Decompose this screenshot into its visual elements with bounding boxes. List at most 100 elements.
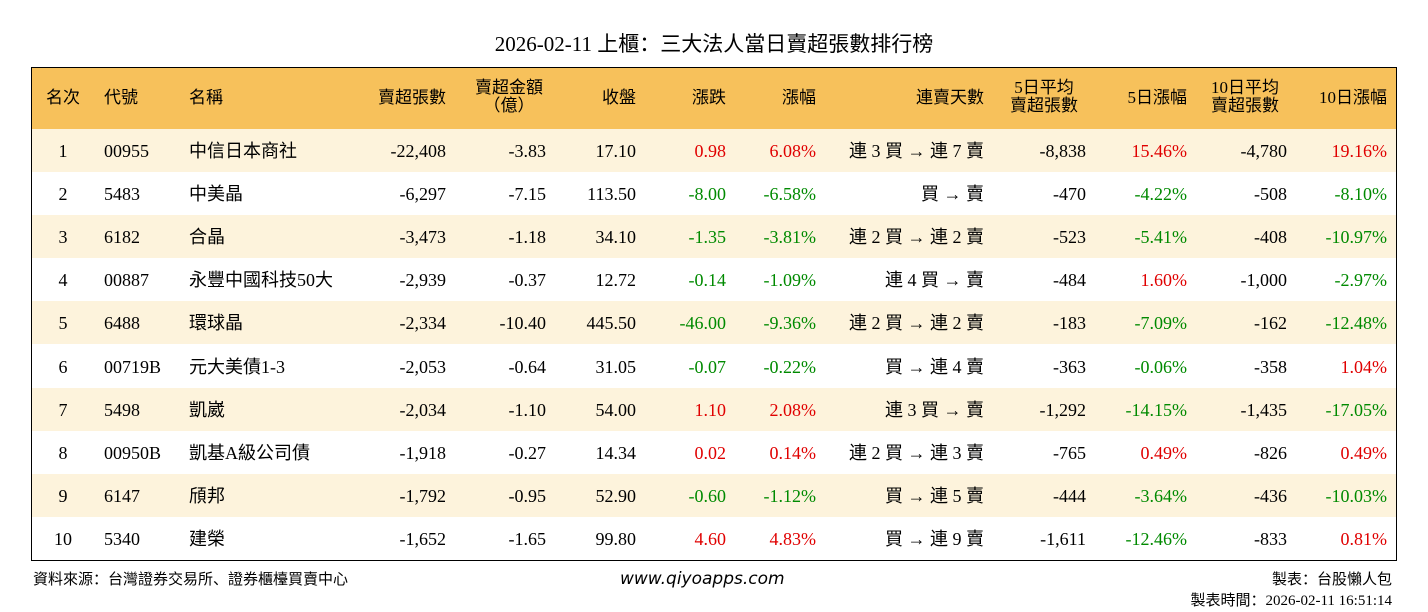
- cell: -0.37: [508, 270, 547, 291]
- cell: 連 3 買 → 連 7 賣: [849, 141, 984, 161]
- cell: -508: [1254, 184, 1287, 205]
- cell: 建榮: [189, 528, 225, 549]
- header-cell: 賣超張數: [378, 88, 446, 107]
- cell: -1,918: [399, 442, 447, 463]
- row-bg: [32, 516, 1396, 560]
- cell: -183: [1053, 313, 1086, 334]
- cell: -0.27: [508, 442, 547, 463]
- cell: -8,838: [1039, 141, 1087, 161]
- cell: 19.16%: [1331, 141, 1388, 161]
- cell: -826: [1254, 442, 1287, 463]
- header-cell: （億）: [483, 96, 535, 115]
- cell: 5: [58, 313, 68, 334]
- cell: 4.60: [694, 528, 727, 549]
- cell: -8.00: [688, 184, 727, 205]
- table: 名次 代號 名稱 賣超張數 賣超金額 （億） 收盤 漲跌 漲幅 連賣天數 5日平均 賣超張數 5日漲幅 1…: [31, 67, 1397, 561]
- cell: -1,292: [1039, 399, 1087, 420]
- row-bg: [32, 258, 1396, 302]
- cell: -12.46%: [1125, 528, 1188, 549]
- source: 資料來源：台灣證券交易所、證券櫃檯買賣中心: [33, 572, 349, 588]
- cell: -470: [1053, 184, 1086, 205]
- cell: 52.90: [595, 485, 637, 506]
- cell: 買 → 連 5 賣: [885, 485, 984, 506]
- cell: 5340: [104, 528, 140, 549]
- cell: -2,053: [399, 356, 447, 377]
- cell: 00955: [104, 141, 149, 161]
- cell: -1.35: [688, 227, 727, 248]
- cell: 連 2 買 → 連 3 賣: [849, 442, 984, 463]
- cell: -358: [1254, 356, 1287, 377]
- cell: -1.09%: [763, 270, 817, 291]
- cell: -1.10: [508, 399, 547, 420]
- row-bg: [32, 301, 1396, 345]
- cell: -0.14: [688, 270, 727, 291]
- cell: -6.58%: [763, 184, 817, 205]
- cell: -22,408: [390, 141, 447, 161]
- cell: 8: [58, 442, 68, 463]
- cell: -2.97%: [1334, 270, 1388, 291]
- cell: 4: [58, 270, 68, 291]
- cell: -833: [1254, 528, 1287, 549]
- cell: -162: [1254, 313, 1287, 334]
- cell: 頎邦: [189, 485, 225, 506]
- cell: 113.50: [587, 184, 636, 205]
- header-cell: 收盤: [602, 88, 636, 107]
- cell: 1.10: [694, 399, 727, 420]
- cell: -10.40: [499, 313, 547, 334]
- cell: 1: [58, 141, 68, 161]
- cell: -8.10%: [1334, 184, 1388, 205]
- header-cell: 漲跌: [692, 88, 726, 107]
- header-cell: 賣超金額: [475, 78, 543, 97]
- cell: 0.49%: [1140, 442, 1188, 463]
- cell: -7.09%: [1134, 313, 1188, 334]
- cell: 2.08%: [769, 399, 817, 420]
- cell: -1,000: [1240, 270, 1288, 291]
- cell: 6488: [104, 313, 140, 334]
- cell: 34.10: [595, 227, 637, 248]
- row-bg: [32, 387, 1396, 431]
- cell: -408: [1254, 227, 1287, 248]
- header-cell: 10日平均: [1211, 78, 1279, 97]
- cell: 00719B: [104, 356, 162, 377]
- cell: 連 4 買 → 賣: [885, 270, 984, 291]
- cell: -6,297: [399, 184, 447, 205]
- title: 2026-02-11 上櫃：三大法人當日賣超張數排行榜: [494, 32, 934, 56]
- cell: -7.15: [508, 184, 547, 205]
- cell: -0.64: [508, 356, 547, 377]
- cell: 99.80: [595, 528, 637, 549]
- cell: 00950B: [104, 442, 162, 463]
- row-bg: [32, 430, 1396, 474]
- cell: -1,792: [399, 485, 447, 506]
- header-row: [32, 68, 1396, 129]
- cell: 10: [54, 528, 72, 549]
- header-cell: 連賣天數: [916, 88, 984, 107]
- cell: 中信日本商社: [189, 141, 297, 161]
- cell: 31.05: [595, 356, 637, 377]
- cell: -0.95: [508, 485, 547, 506]
- cell: 5483: [104, 184, 140, 205]
- cell: 連 2 買 → 連 2 賣: [849, 313, 984, 334]
- cell: -5.41%: [1134, 227, 1188, 248]
- row-bg: [32, 172, 1396, 216]
- cell: 6.08%: [769, 141, 817, 161]
- cell: 2: [58, 184, 68, 205]
- cell: -0.60: [688, 485, 727, 506]
- cell: -1,652: [399, 528, 447, 549]
- cell: 買 → 連 4 賣: [885, 356, 984, 377]
- cell: -2,034: [399, 399, 447, 420]
- cell: -436: [1254, 485, 1287, 506]
- cell: 7: [58, 399, 68, 420]
- cell: -1,435: [1240, 399, 1288, 420]
- cell: -1,611: [1040, 528, 1086, 549]
- cell: 00887: [104, 270, 149, 291]
- maker: 製表：台股懶人包: [1271, 572, 1392, 588]
- cell: 15.46%: [1131, 141, 1188, 161]
- cell: 445.50: [586, 313, 637, 334]
- cell: -2,334: [399, 313, 447, 334]
- header-cell: 名稱: [189, 88, 223, 107]
- row-bg: [32, 473, 1396, 517]
- cell: -3,473: [399, 227, 447, 248]
- cell: -12.48%: [1325, 313, 1388, 334]
- cell: 買 → 賣: [921, 184, 984, 205]
- cell: 12.72: [595, 270, 637, 291]
